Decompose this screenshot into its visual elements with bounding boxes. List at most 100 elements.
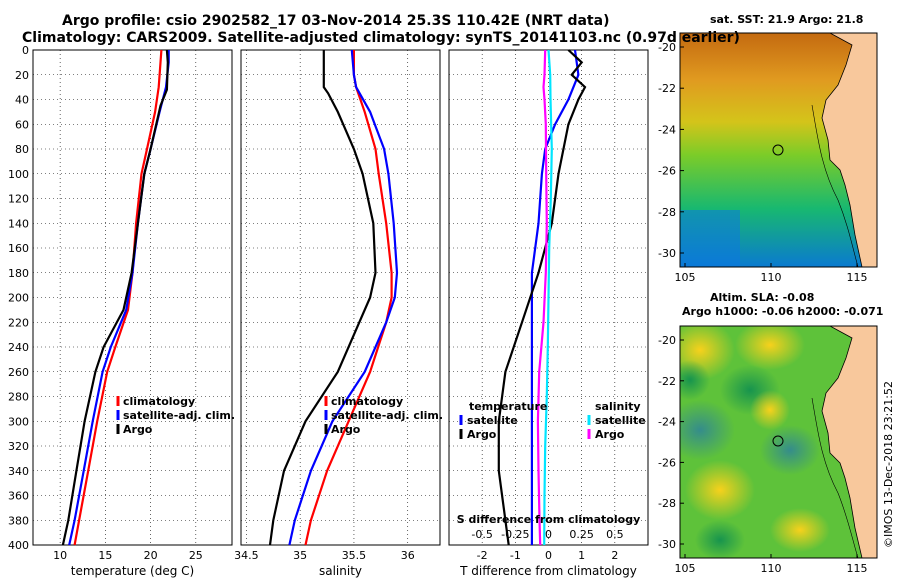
lon-tick-label: 105 xyxy=(675,562,696,575)
lon-tick-label: 110 xyxy=(761,271,782,284)
lat-tick-label: -24 xyxy=(658,416,676,429)
y-tick-label: 100 xyxy=(8,168,29,181)
y-tick-label: 300 xyxy=(8,415,29,428)
lat-tick-label: -24 xyxy=(658,123,676,136)
lon-tick-label: 115 xyxy=(847,271,868,284)
sst-land xyxy=(822,33,877,267)
series-line-satellite-adj-clim- xyxy=(288,49,399,546)
lat-tick-label: -28 xyxy=(658,206,676,219)
legend-header-salinity: salinity xyxy=(595,400,641,413)
lon-tick-label: 105 xyxy=(675,271,696,284)
x-axis-label: salinity xyxy=(319,564,362,578)
x-tick-label: 2 xyxy=(611,549,618,562)
legend-entry: climatology xyxy=(123,395,195,408)
secondary-tick-label: 0.25 xyxy=(569,528,594,541)
sst-map-title: sat. SST: 21.9 Argo: 21.8 xyxy=(710,13,864,26)
y-tick-label: 20 xyxy=(15,69,29,82)
secondary-tick-label: -0.5 xyxy=(471,528,492,541)
x-tick-label: 35.5 xyxy=(342,549,367,562)
sst-argo-location xyxy=(772,144,784,156)
copyright-text: ©IMOS 13-Dec-2018 23:21:52 xyxy=(882,381,895,548)
legend-entry: Argo xyxy=(595,428,625,441)
series-line-s-satellite xyxy=(543,49,553,546)
y-tick-label: 360 xyxy=(8,490,29,503)
y-tick-label: 280 xyxy=(8,391,29,404)
x-axis-label: T difference from climatology xyxy=(459,564,637,578)
y-tick-label: 80 xyxy=(15,143,29,156)
series-line-climatology xyxy=(304,50,393,546)
lat-tick-label: -30 xyxy=(658,247,676,260)
y-tick-label: 220 xyxy=(8,316,29,329)
secondary-tick-label: 0.5 xyxy=(606,528,624,541)
sla-map-title-line2: Argo h1000: -0.06 h2000: -0.071 xyxy=(682,305,884,318)
secondary-tick-label: 0 xyxy=(545,528,552,541)
sla-land xyxy=(822,326,877,558)
y-tick-label: 380 xyxy=(8,514,29,527)
lat-tick-label: -30 xyxy=(658,538,676,551)
lat-tick-label: -28 xyxy=(658,497,676,510)
y-tick-label: 400 xyxy=(8,539,29,552)
x-tick-label: 1 xyxy=(578,549,585,562)
x-tick-label: 20 xyxy=(144,549,158,562)
y-tick-label: 240 xyxy=(8,341,29,354)
legend-entry: satellite-adj. clim. xyxy=(331,409,443,422)
y-tick-label: 200 xyxy=(8,292,29,305)
y-tick-label: 0 xyxy=(22,44,29,57)
x-tick-label: 34.5 xyxy=(234,549,259,562)
sla-map-axes: -20 -22 -24 -26 -28 -30 105 110 115 xyxy=(658,334,867,575)
legend-entry: Argo xyxy=(123,423,153,436)
temperature-panel: 0 20 40 60 80 100 120 140 160 180 200 220 240 260 280 3… xyxy=(8,44,235,578)
lat-tick-label: -26 xyxy=(658,456,676,469)
sst-map-axes: -20 -22 -24 -26 -28 -30 105 110 115 xyxy=(658,41,867,284)
lat-tick-label: -20 xyxy=(658,334,676,347)
legend-entry: Argo xyxy=(331,423,361,436)
y-tick-label: 120 xyxy=(8,193,29,206)
x-tick-label: 15 xyxy=(98,549,112,562)
x-tick-label: 36 xyxy=(401,549,415,562)
series-line-s-argo xyxy=(536,49,548,546)
x-tick-label: -1 xyxy=(510,549,521,562)
legend-header-temperature: temperature xyxy=(469,400,547,413)
series-line-argo xyxy=(268,50,377,546)
lat-tick-label: -22 xyxy=(658,375,676,388)
legend-entry: satellite xyxy=(467,414,518,427)
sla-argo-location xyxy=(772,435,784,447)
lon-tick-label: 110 xyxy=(761,562,782,575)
plot-frame xyxy=(32,49,233,546)
series-line-t-satellite xyxy=(530,49,580,545)
figure-title-line2: Climatology: CARS2009. Satellite-adjuste… xyxy=(22,30,740,46)
legend-entry: Argo xyxy=(467,428,497,441)
y-tick-label: 320 xyxy=(8,440,29,453)
sst-map xyxy=(680,33,877,267)
lat-tick-label: -20 xyxy=(658,41,676,54)
secondary-axis-label: S difference from climatology xyxy=(457,513,641,526)
lat-tick-label: -22 xyxy=(658,82,676,95)
y-tick-label: 160 xyxy=(8,242,29,255)
x-tick-label: 35 xyxy=(293,549,307,562)
y-tick-label: 140 xyxy=(8,217,29,230)
lon-tick-label: 115 xyxy=(847,562,868,575)
salinity-panel: 34.5 35 35.5 36 salinity climatologysatellite… xyxy=(234,49,443,578)
series-line-t-argo xyxy=(497,49,587,546)
legend-entry: climatology xyxy=(331,395,403,408)
lat-tick-label: -26 xyxy=(658,165,676,178)
y-tick-label: 60 xyxy=(15,118,29,131)
x-axis-label: temperature (deg C) xyxy=(71,564,194,578)
secondary-tick-label: -0.25 xyxy=(501,528,529,541)
y-tick-label: 340 xyxy=(8,465,29,478)
y-tick-label: 180 xyxy=(8,267,29,280)
legend-entry: satellite xyxy=(595,414,646,427)
legend-entry: satellite-adj. clim. xyxy=(123,409,235,422)
x-tick-label: 10 xyxy=(53,549,67,562)
sla-map xyxy=(680,326,877,558)
x-tick-label: 25 xyxy=(189,549,203,562)
sla-map-title-line1: Altim. SLA: -0.08 xyxy=(710,291,815,304)
x-tick-label: 0 xyxy=(545,549,552,562)
x-tick-label: -2 xyxy=(477,549,488,562)
series-line-argo xyxy=(61,49,169,546)
y-tick-label: 40 xyxy=(15,94,29,107)
plot-frame xyxy=(240,49,441,546)
figure-title-line1: Argo profile: csio 2902582_17 03-Nov-201… xyxy=(62,13,610,29)
difference-panel: -2 -1 0 1 2 T difference from climatology temp… xyxy=(448,49,649,578)
